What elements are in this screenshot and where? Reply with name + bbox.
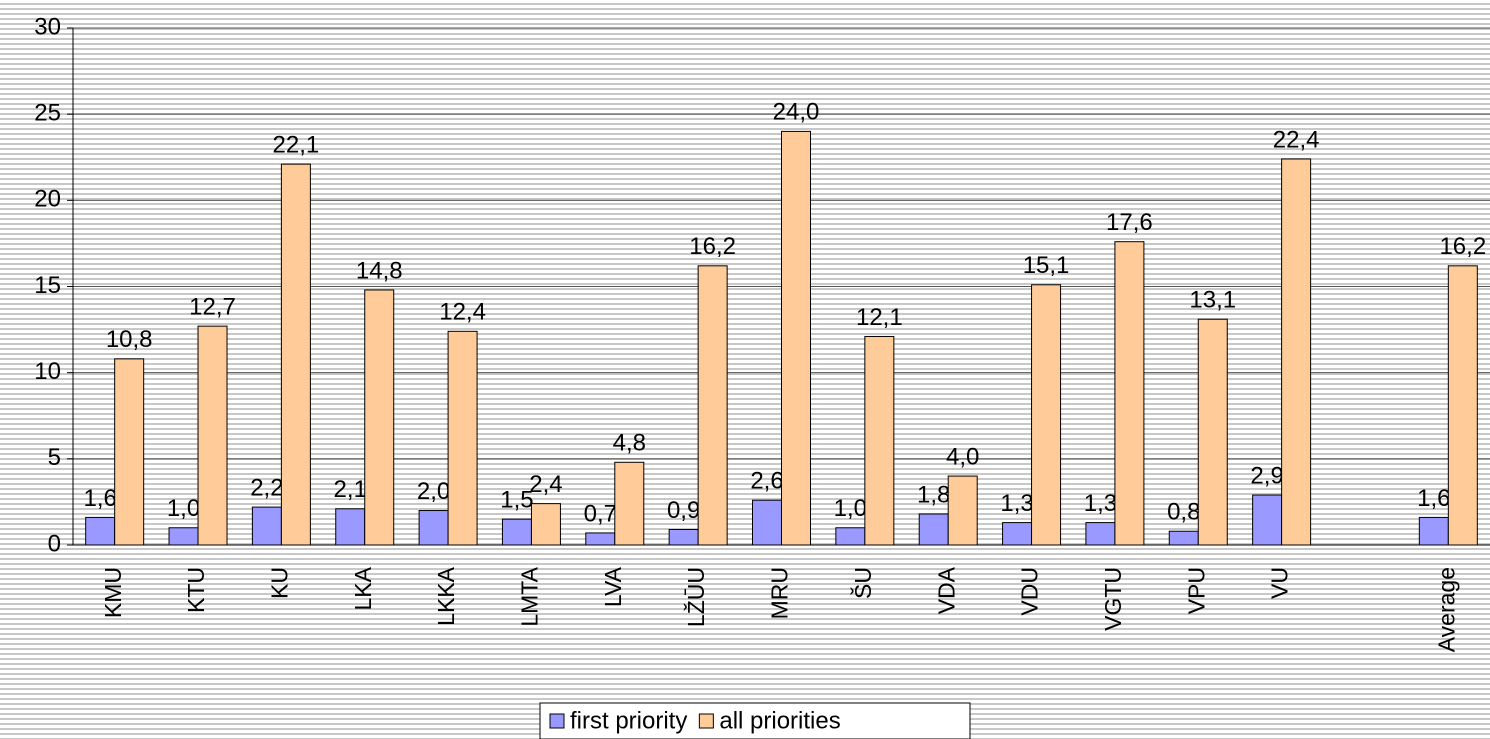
- x-tick-label: VDA: [933, 566, 959, 614]
- value-label: 0,9: [667, 497, 700, 524]
- legend-swatch: [698, 713, 714, 729]
- legend-box: [539, 702, 971, 739]
- y-tick-label: 30: [34, 13, 61, 40]
- y-tick-label: 0: [48, 530, 61, 557]
- y-tick-label: 25: [34, 100, 61, 127]
- bar: [1168, 530, 1199, 546]
- bar: [1002, 522, 1033, 546]
- bar: [197, 325, 228, 546]
- bar: [752, 499, 782, 546]
- y-tick-label: 10: [34, 358, 61, 385]
- x-tick-label: VGTU: [1100, 567, 1126, 631]
- bar: [501, 518, 532, 546]
- bar: [835, 527, 866, 546]
- value-label: 1,0: [834, 495, 867, 522]
- bar: [280, 163, 311, 546]
- y-tick-label: 5: [48, 444, 61, 471]
- bar: [864, 335, 895, 546]
- value-label: 2,4: [529, 471, 562, 498]
- value-label: 1,6: [83, 485, 116, 512]
- value-label: 2,6: [750, 468, 783, 495]
- bar: [1031, 284, 1062, 546]
- bar: [251, 506, 282, 546]
- legend-label: first priority: [570, 707, 687, 734]
- bar: [585, 532, 616, 546]
- y-tick-label: 15: [34, 272, 61, 299]
- bar: [1114, 241, 1145, 546]
- value-label: 14,8: [356, 257, 403, 284]
- value-label: 10,8: [106, 326, 153, 353]
- x-tick-label: LKKA: [433, 566, 459, 625]
- value-label: 1,0: [167, 495, 200, 522]
- value-label: 13,1: [1189, 287, 1236, 314]
- x-tick-label: MRU: [767, 567, 793, 619]
- y-tick-label: 20: [34, 186, 61, 213]
- value-label: 17,6: [1106, 209, 1153, 236]
- bar: [1418, 516, 1449, 546]
- value-label: 12,7: [189, 293, 236, 320]
- value-label: 2,9: [1250, 462, 1283, 489]
- value-label: 16,2: [1439, 233, 1486, 260]
- bar: [668, 528, 699, 546]
- x-tick-label: LŽŪU: [683, 567, 709, 627]
- x-tick-label: KMU: [100, 567, 126, 618]
- value-label: 0,8: [1167, 499, 1200, 526]
- value-label: 2,2: [250, 474, 283, 501]
- bar: [418, 510, 449, 546]
- bar: [114, 358, 145, 546]
- bar: [918, 513, 949, 546]
- x-tick-label: LKA: [350, 566, 376, 610]
- value-label: 1,3: [1000, 490, 1033, 517]
- x-tick-label: LVA: [600, 566, 626, 607]
- x-tick-label: Average: [1433, 567, 1459, 652]
- bar: [447, 330, 478, 546]
- bar: [614, 461, 645, 546]
- value-label: 15,1: [1023, 252, 1070, 279]
- bar: [1085, 522, 1116, 546]
- bar: [947, 475, 978, 546]
- value-label: 2,1: [334, 476, 367, 503]
- bar: [1447, 265, 1478, 546]
- bar: [697, 265, 728, 546]
- value-label: 24,0: [773, 99, 820, 126]
- x-tick-label: VPU: [1183, 567, 1209, 614]
- bar: [1197, 318, 1228, 546]
- value-label: 1,3: [1084, 490, 1117, 517]
- bar: [1252, 494, 1283, 546]
- value-label: 0,7: [584, 500, 617, 527]
- x-tick-label: KU: [266, 567, 292, 599]
- value-label: 1,8: [917, 481, 950, 508]
- value-label: 12,1: [856, 304, 903, 331]
- bar: [168, 527, 199, 546]
- value-label: 16,2: [689, 233, 736, 260]
- value-label: 1,5: [500, 486, 533, 513]
- value-label: 4,0: [946, 443, 979, 470]
- x-tick-label: LMTA: [517, 566, 543, 626]
- legend-label: all priorities: [719, 707, 840, 734]
- value-label: 4,8: [613, 430, 646, 457]
- bar: [781, 130, 811, 546]
- value-label: 22,1: [273, 131, 320, 158]
- bar: [85, 516, 116, 546]
- x-tick-label: ŠU: [849, 567, 876, 599]
- bar: [335, 508, 366, 546]
- value-label: 2,0: [417, 478, 450, 505]
- x-tick-label: KTU: [183, 567, 209, 613]
- value-label: 12,4: [439, 299, 486, 326]
- bar: [1281, 158, 1312, 546]
- bar: [530, 503, 561, 546]
- x-tick-label: VDU: [1017, 567, 1043, 616]
- x-tick-label: VU: [1267, 567, 1293, 599]
- legend-swatch: [549, 713, 565, 729]
- bar: [364, 289, 395, 546]
- value-label: 22,4: [1273, 126, 1320, 153]
- value-label: 1,6: [1417, 485, 1450, 512]
